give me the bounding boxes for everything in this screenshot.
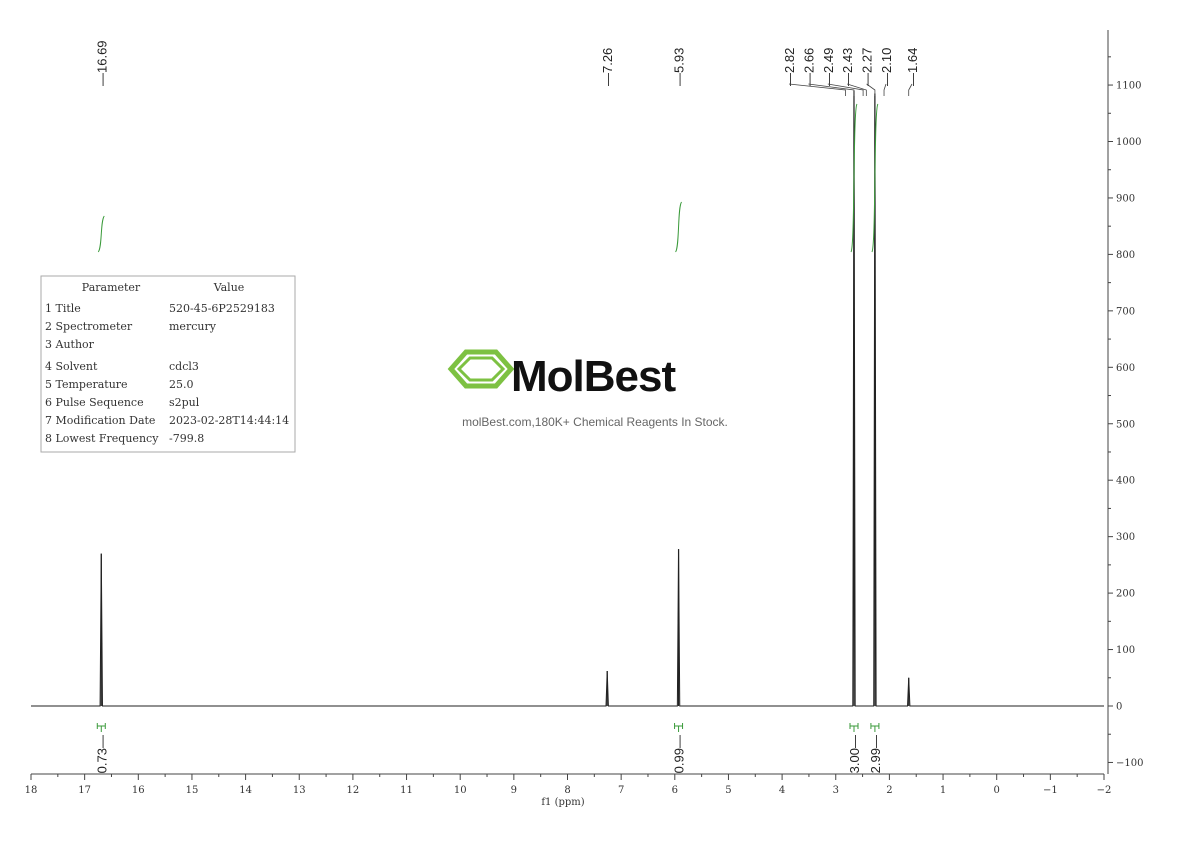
x-tick-label: 1: [940, 785, 946, 796]
x-tick-label: 18: [25, 785, 38, 796]
param-row-name: 6 Pulse Sequence: [45, 396, 144, 409]
param-row-value: 25.0: [169, 378, 194, 391]
x-tick-label: 7: [618, 785, 624, 796]
y-tick-label: 300: [1116, 532, 1135, 543]
integral-label: 2.99—: [868, 735, 883, 773]
x-axis-label: f1 (ppm): [541, 797, 584, 808]
y-tick-label: 600: [1116, 363, 1135, 374]
param-row-value: -799.8: [169, 432, 204, 445]
y-tick-label: 400: [1116, 476, 1135, 487]
peak-label: —2.43: [840, 48, 855, 86]
peak-leader-line: [788, 83, 846, 96]
param-row-name: 8 Lowest Frequency: [45, 432, 159, 445]
watermark: MolBest molBest.com,180K+ Chemical Reage…: [447, 349, 728, 429]
x-tick-label: 17: [78, 785, 91, 796]
peak-leader-line: [827, 83, 864, 96]
molbest-logo-icon: [447, 349, 515, 389]
x-tick-label: 0: [994, 785, 1000, 796]
peak-leader-line: [866, 83, 876, 96]
param-header-value: Value: [213, 281, 245, 294]
peak-label: —2.27: [860, 48, 875, 86]
x-tick-label: 9: [511, 785, 517, 796]
param-row-value: cdcl3: [169, 360, 199, 373]
x-tick-label: −2: [1097, 785, 1112, 796]
parameter-table-border: [40, 275, 296, 453]
x-tick-label: 13: [293, 785, 306, 796]
x-tick-label: 3: [833, 785, 839, 796]
param-row-name: 3 Author: [45, 338, 95, 351]
param-row-name: 1 Title: [45, 302, 81, 315]
parameter-table: Parameter Value 1 Title 520-45-6P2529183 2…: [40, 275, 296, 453]
y-tick-label: 700: [1116, 306, 1135, 317]
peak-label: —2.49: [821, 48, 836, 86]
param-row-value: 2023-02-28T14:44:14: [169, 414, 289, 427]
y-tick-label: 0: [1116, 702, 1122, 713]
x-tick-label: −1: [1043, 785, 1058, 796]
peak-label: —1.64: [905, 48, 920, 86]
y-tick-label: 1100: [1116, 81, 1141, 92]
peak-label: —2.10: [879, 48, 894, 86]
y-tick-label: 200: [1116, 589, 1135, 600]
x-tick-label: 16: [132, 785, 145, 796]
y-tick-label: 800: [1116, 250, 1135, 261]
param-header-parameter: Parameter: [82, 281, 141, 294]
x-tick-label: 5: [725, 785, 731, 796]
x-tick-label: 10: [454, 785, 467, 796]
x-tick-label: 8: [564, 785, 570, 796]
watermark-tagline: molBest.com,180K+ Chemical Reagents In S…: [462, 415, 728, 429]
param-row-value: s2pul: [169, 396, 200, 409]
peak-label: —5.93: [672, 48, 687, 86]
integral-label: 0.73—: [94, 735, 109, 773]
peak-label: —7.26: [600, 48, 615, 86]
y-tick-label: 900: [1116, 193, 1135, 204]
integral-label: 3.00—: [847, 735, 862, 773]
peak-leader-line: [808, 83, 855, 96]
param-row-name: 4 Solvent: [45, 360, 98, 373]
spectrum-trace: [31, 90, 1104, 707]
x-tick-label: 2: [886, 785, 892, 796]
param-row-name: 7 Modification Date: [45, 414, 155, 427]
x-tick-label: 4: [779, 785, 785, 796]
integral-curve: [871, 103, 879, 253]
peak-leader-line: [883, 83, 887, 96]
integral-curve: [97, 215, 105, 253]
integral-label: 0.99—: [672, 735, 687, 773]
integral-curve: [675, 201, 683, 253]
peak-label: —2.82: [782, 48, 797, 86]
param-row-name: 2 Spectrometer: [45, 320, 133, 333]
peak-leader-line: [908, 83, 913, 96]
x-tick-label: 6: [672, 785, 678, 796]
watermark-brand: MolBest: [511, 352, 676, 401]
y-tick-label: −100: [1116, 758, 1143, 769]
param-row-value: mercury: [169, 320, 217, 333]
x-tick-label: 14: [239, 785, 252, 796]
y-tick-label: 500: [1116, 419, 1135, 430]
peak-label: —2.66: [801, 48, 816, 86]
x-tick-label: 12: [347, 785, 360, 796]
y-tick-label: 100: [1116, 645, 1135, 656]
integral-curve: [850, 103, 858, 253]
param-row-name: 5 Temperature: [45, 378, 128, 391]
y-tick-label: 1000: [1116, 137, 1141, 148]
peak-label: —16.69: [94, 40, 109, 86]
x-tick-label: 11: [400, 785, 413, 796]
x-tick-label: 15: [186, 785, 199, 796]
param-row-value: 520-45-6P2529183: [169, 302, 275, 315]
peak-leader-line: [847, 83, 867, 96]
